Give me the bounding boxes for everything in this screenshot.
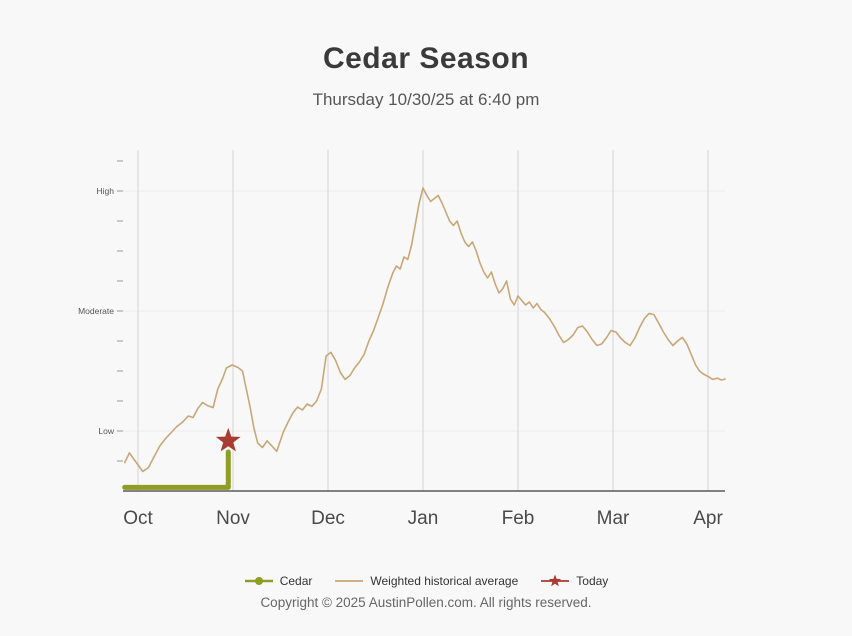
cedar-line-dot-icon: [244, 574, 274, 588]
legend-item-historical-average[interactable]: Weighted historical average: [334, 574, 518, 588]
pollen-season-chart: Oct Nov Dec Jan Feb Mar Apr Low Moderate High: [0, 138, 852, 540]
legend-item-today[interactable]: Today: [540, 574, 608, 588]
svg-text:Low: Low: [98, 426, 114, 436]
chart-header: Cedar Season Thursday 10/30/25 at 6:40 p…: [0, 0, 852, 110]
legend-label-today: Today: [576, 574, 609, 588]
today-star-icon: [540, 574, 570, 588]
chart-subtitle: Thursday 10/30/25 at 6:40 pm: [312, 90, 540, 109]
chart-canvas: Oct Nov Dec Jan Feb Mar Apr Low Moderate High: [78, 150, 726, 529]
svg-text:Mar: Mar: [597, 508, 630, 529]
svg-text:Jan: Jan: [408, 508, 439, 529]
svg-text:Dec: Dec: [311, 508, 345, 529]
historical-line-icon: [334, 574, 364, 588]
svg-text:Moderate: Moderate: [78, 306, 114, 316]
legend-item-cedar[interactable]: Cedar: [244, 574, 313, 588]
svg-text:Feb: Feb: [502, 508, 535, 529]
legend-label-cedar: Cedar: [279, 574, 313, 588]
legend-label-historical-average: Weighted historical average: [370, 574, 519, 588]
copyright-text: Copyright © 2025 AustinPollen.com. All r…: [260, 595, 592, 610]
svg-text:Oct: Oct: [123, 508, 153, 529]
svg-text:Nov: Nov: [216, 508, 250, 529]
svg-text:Apr: Apr: [693, 508, 723, 529]
svg-text:High: High: [97, 186, 115, 196]
chart-legend: Cedar Weighted historical average Today: [0, 574, 852, 588]
page-title: Cedar Season: [322, 42, 530, 75]
